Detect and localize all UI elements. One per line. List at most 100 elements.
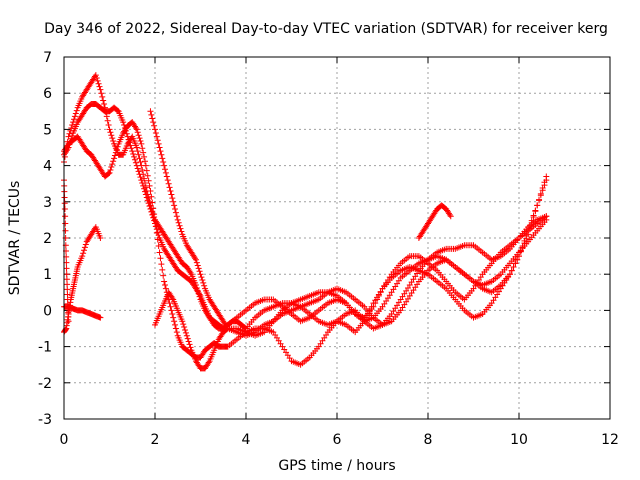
- data-point: [62, 213, 69, 220]
- data-point: [149, 115, 156, 122]
- data-point: [159, 266, 166, 273]
- data-point: [134, 148, 141, 155]
- data-point: [63, 276, 70, 283]
- data-point: [132, 124, 139, 131]
- data-point: [195, 290, 202, 297]
- data-point: [71, 116, 78, 123]
- y-axis-label: SDTVAR / TECUs: [7, 181, 23, 296]
- data-point: [152, 126, 158, 133]
- data-point: [205, 359, 212, 366]
- data-point: [172, 206, 179, 213]
- data-point: [120, 119, 127, 126]
- data-point: [159, 155, 166, 162]
- data-point: [196, 293, 203, 300]
- data-point: [111, 152, 118, 159]
- data-point: [171, 202, 178, 209]
- data-point: [187, 344, 194, 351]
- data-point: [141, 175, 148, 182]
- data-point: [194, 287, 201, 294]
- data-point: [153, 229, 160, 236]
- data-point: [157, 148, 164, 155]
- data-point: [109, 161, 116, 168]
- data-point: [156, 144, 163, 151]
- data-point: [99, 93, 106, 100]
- data-point: [363, 314, 370, 321]
- y-tick-label: 0: [43, 303, 52, 319]
- data-point: [81, 244, 88, 251]
- data-point: [61, 153, 68, 160]
- chart-title: Day 346 of 2022, Sidereal Day-to-day VTE…: [44, 21, 608, 37]
- data-point: [168, 307, 175, 314]
- data-point: [128, 145, 135, 152]
- data-point: [171, 318, 178, 325]
- data-point: [98, 90, 105, 97]
- data-point: [142, 162, 149, 169]
- x-tick-label: 12: [601, 432, 619, 448]
- data-point: [144, 172, 151, 179]
- data-point: [148, 193, 155, 200]
- plot-frame: [63, 56, 611, 420]
- data-point: [150, 205, 157, 212]
- data-point: [133, 144, 140, 151]
- data-point: [112, 149, 119, 156]
- data-point: [175, 219, 182, 226]
- data-point: [143, 167, 150, 174]
- data-point: [132, 159, 139, 166]
- data-point: [199, 276, 206, 283]
- data-point: [163, 173, 170, 180]
- data-point: [67, 127, 74, 134]
- data-point: [543, 173, 550, 180]
- y-tick-label: -2: [38, 376, 52, 392]
- data-point: [110, 137, 117, 144]
- data-point: [534, 202, 541, 209]
- data-point: [201, 282, 208, 289]
- x-tick-label: 4: [242, 432, 251, 448]
- data-point: [141, 179, 148, 186]
- data-point: [181, 324, 188, 331]
- data-point: [166, 184, 173, 191]
- data-point: [93, 74, 100, 81]
- data-point: [129, 148, 136, 155]
- data-point: [141, 153, 148, 160]
- data-point: [146, 182, 153, 189]
- data-point: [141, 158, 148, 165]
- x-tick-label: 8: [424, 432, 433, 448]
- data-point: [137, 137, 144, 144]
- data-point: [105, 122, 112, 129]
- data-point: [79, 253, 86, 260]
- data-point: [525, 231, 532, 238]
- series-3: [61, 119, 550, 368]
- data-point: [102, 109, 109, 116]
- data-point: [170, 198, 177, 205]
- y-tick-label: 6: [43, 86, 52, 102]
- data-point: [148, 111, 155, 118]
- data-point: [100, 97, 107, 104]
- data-point: [178, 228, 185, 235]
- data-point: [146, 198, 153, 205]
- data-point: [61, 200, 68, 207]
- data-point: [134, 165, 141, 172]
- data-point: [508, 267, 515, 274]
- data-point: [144, 191, 151, 198]
- data-point: [104, 117, 111, 124]
- data-point: [196, 268, 203, 275]
- data-point: [184, 335, 191, 342]
- data-point: [158, 261, 165, 268]
- data-point: [149, 199, 156, 206]
- data-point: [110, 158, 117, 165]
- data-point: [131, 153, 138, 160]
- data-point: [187, 269, 194, 276]
- data-point: [186, 341, 193, 348]
- data-point: [62, 227, 69, 234]
- data-point: [155, 140, 162, 147]
- data-point: [145, 195, 152, 202]
- data-point: [140, 149, 147, 156]
- data-point: [65, 133, 72, 140]
- data-point: [62, 220, 69, 227]
- data-point: [192, 282, 199, 289]
- data-point: [109, 135, 116, 142]
- data-point: [165, 180, 172, 187]
- data-point: [145, 177, 152, 184]
- data-point: [167, 187, 174, 194]
